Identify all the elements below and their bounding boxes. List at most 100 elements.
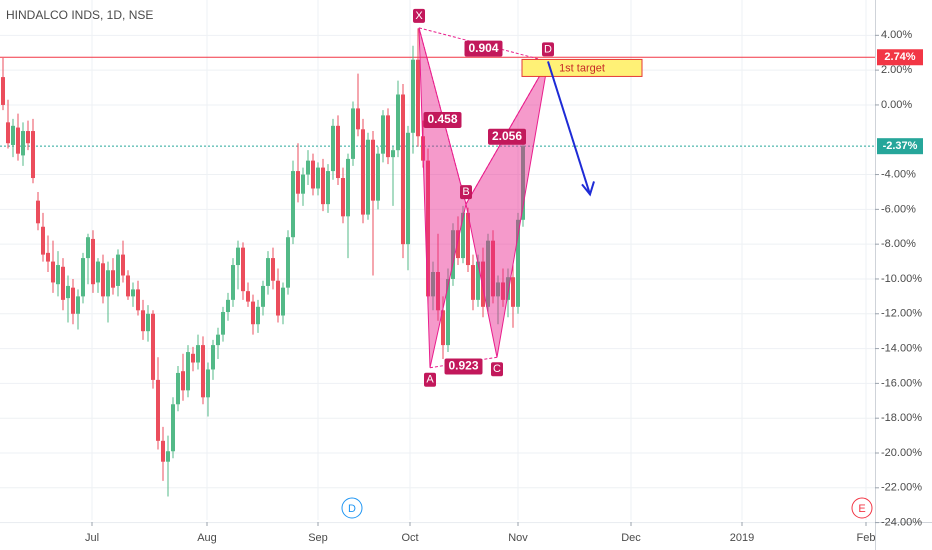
candle-body xyxy=(416,59,420,137)
candle-body xyxy=(226,299,230,313)
candle-body xyxy=(146,313,150,332)
point-label-box xyxy=(491,362,503,377)
candle-body xyxy=(316,167,320,189)
candle-body xyxy=(261,285,265,307)
y-tick-label: 2.00% xyxy=(881,64,912,76)
candle-body xyxy=(476,261,480,300)
candle-body xyxy=(336,125,340,179)
candle-body xyxy=(111,270,115,288)
candle-body xyxy=(106,270,110,297)
y-tick-label: -6.00% xyxy=(881,203,916,215)
point-label-box xyxy=(542,42,554,57)
y-tick-label: -16.00% xyxy=(881,377,922,389)
candle-body xyxy=(201,345,205,398)
candle-body xyxy=(11,125,15,145)
candle-body xyxy=(211,345,215,370)
x-tick-label: Dec xyxy=(621,532,641,544)
candle-body xyxy=(16,127,20,154)
y-tick-label: 4.00% xyxy=(881,29,912,41)
candle-body xyxy=(501,282,505,300)
candle-body xyxy=(236,247,240,266)
candle-body xyxy=(121,254,125,276)
candle-body xyxy=(321,167,325,205)
y-tick-label: -8.00% xyxy=(881,238,916,250)
candle-body xyxy=(196,345,200,363)
candle-body xyxy=(251,301,255,325)
candle-body xyxy=(41,226,45,255)
y-tick-label: -24.00% xyxy=(881,517,922,529)
candle-body xyxy=(311,160,315,189)
candle-body xyxy=(361,129,365,215)
candle-body xyxy=(296,171,300,194)
y-tick-label: -10.00% xyxy=(881,273,922,285)
candle-body xyxy=(351,108,355,159)
candle-body xyxy=(241,247,245,292)
candle-body xyxy=(136,289,140,311)
event-marker[interactable] xyxy=(341,497,363,519)
candle-body xyxy=(1,77,5,105)
candle-body xyxy=(151,313,155,380)
x-tick-label: Nov xyxy=(508,532,528,544)
candle-body xyxy=(331,125,335,172)
point-label-box xyxy=(460,185,472,200)
x-tick-label: Jul xyxy=(85,532,99,544)
candle-body xyxy=(46,252,50,262)
point-label-box xyxy=(424,372,436,387)
candle-body xyxy=(116,254,120,286)
candle-body xyxy=(71,287,75,314)
candle-body xyxy=(446,278,450,346)
candle-body xyxy=(101,263,105,297)
candle-body xyxy=(6,122,10,144)
candle-body xyxy=(26,131,30,144)
candle-body xyxy=(306,160,310,175)
candle-body xyxy=(61,266,65,300)
candle-body xyxy=(496,282,500,297)
price-label: -2.37% xyxy=(883,140,918,152)
candle-body xyxy=(401,94,405,245)
candle-body xyxy=(281,287,285,316)
candle-body xyxy=(51,261,55,283)
candle-body xyxy=(431,272,435,297)
candle-body xyxy=(441,310,445,346)
candle-body xyxy=(366,139,370,215)
forecast-arrowhead xyxy=(581,181,595,197)
candle-body xyxy=(301,174,305,194)
candle-body xyxy=(131,289,135,297)
candle-body xyxy=(521,146,525,220)
candle-body xyxy=(326,171,330,205)
y-tick-label: -4.00% xyxy=(881,168,916,180)
candle-body xyxy=(271,258,275,281)
x-tick-label: Aug xyxy=(197,532,217,544)
candle-body xyxy=(231,265,235,300)
candle-body xyxy=(141,310,145,332)
candle-body xyxy=(481,261,485,307)
point-label: X xyxy=(415,10,423,22)
y-tick-label: -20.00% xyxy=(881,447,922,459)
candle-body xyxy=(451,230,455,279)
candle-body xyxy=(56,265,60,285)
candle-body xyxy=(371,139,375,201)
candle-body xyxy=(456,230,460,259)
candle-body xyxy=(176,372,180,405)
candle-body xyxy=(486,240,490,307)
candle-body xyxy=(511,277,515,307)
candle-body xyxy=(161,440,165,462)
candle-body xyxy=(21,131,25,156)
candle-body xyxy=(466,212,470,266)
plot xyxy=(0,27,875,497)
ratio-label: 0.904 xyxy=(468,41,498,55)
candle-body xyxy=(376,153,380,201)
price-label-box xyxy=(877,49,923,66)
candle-body xyxy=(426,160,430,297)
candle-body xyxy=(381,115,385,154)
x-tick-label: Feb xyxy=(857,532,876,544)
candle-body xyxy=(171,404,175,452)
ratio-label: 0.923 xyxy=(448,359,478,373)
candle-body xyxy=(91,238,95,285)
candle-body xyxy=(31,131,35,179)
event-marker[interactable] xyxy=(851,497,873,519)
candle-body xyxy=(216,334,220,346)
x-tick-label: Oct xyxy=(401,532,418,544)
